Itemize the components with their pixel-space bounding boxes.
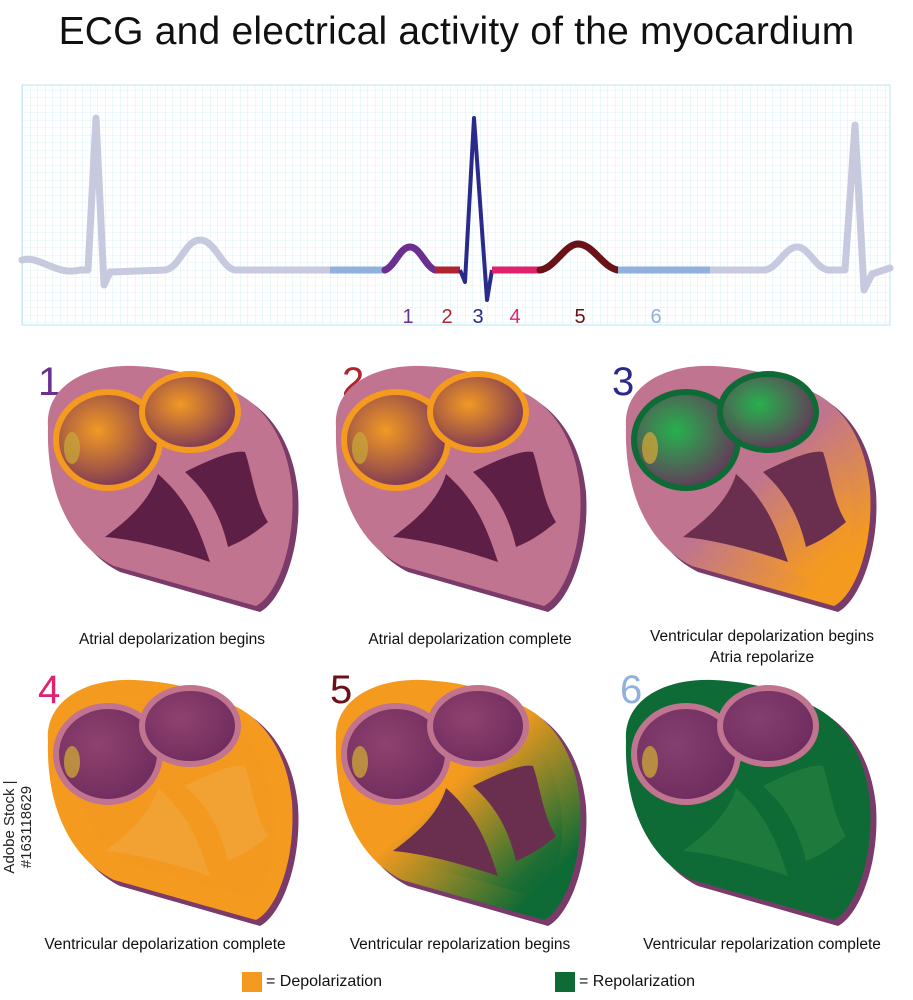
- caption-1: Atrial depolarization begins: [78, 631, 266, 648]
- ecg-strip: 1 2 3 4 5 6: [18, 84, 894, 328]
- panel-number-6: 6: [620, 668, 643, 712]
- ecg-segment-3: [458, 116, 494, 302]
- watermark-side-text: Adobe Stock | #163118629: [1, 780, 35, 874]
- right-ventricle-cavity: [763, 451, 846, 547]
- left-ventricle-cavity: [683, 788, 788, 876]
- atrium-highlight: [352, 746, 368, 778]
- heart-diagram-5: [335, 679, 587, 926]
- caption-5: Ventricular repolarization begins: [349, 936, 571, 953]
- ecg-label-5: 5: [574, 306, 585, 328]
- right-atrium: [139, 371, 241, 453]
- panel-number-5: 5: [330, 668, 353, 712]
- ecg-trace-grey: [18, 114, 334, 289]
- left-ventricle-cavity: [105, 474, 210, 562]
- atrium-highlight: [352, 432, 368, 464]
- caption-4: Ventricular depolarization complete: [44, 936, 286, 953]
- right-atrium: [717, 371, 819, 453]
- ecg-label-1: 1: [402, 306, 413, 328]
- caption-6: Ventricular repolarization complete: [643, 936, 881, 953]
- right-atrium: [139, 685, 241, 767]
- ecg-segment-5: [536, 240, 622, 274]
- ecg-segment-1: [381, 243, 439, 274]
- ecg-label-3: 3: [472, 306, 483, 328]
- right-ventricle-cavity: [185, 451, 268, 547]
- heart-diagram-3: [625, 365, 877, 612]
- right-atrium: [717, 685, 819, 767]
- atrium-highlight: [64, 432, 80, 464]
- heart-diagram-1: [47, 365, 299, 612]
- legend-depolarization-label: = Depolarization: [266, 973, 383, 990]
- caption-3: Ventricular depolarization begins Atria r…: [649, 628, 875, 666]
- atrium-highlight: [642, 746, 658, 778]
- ecg-trace-grey-right: [706, 121, 894, 294]
- ecg-label-6: 6: [650, 306, 661, 328]
- page-title: ECG and electrical activity of the myoca…: [58, 10, 855, 53]
- panel-number-1: 1: [38, 360, 61, 404]
- right-atrium: [427, 685, 529, 767]
- left-ventricle-cavity: [393, 788, 498, 876]
- panel-number-4: 4: [38, 668, 61, 712]
- right-atrium: [427, 371, 529, 453]
- right-ventricle-cavity: [763, 765, 846, 861]
- ecg-grid-paper: [22, 85, 890, 325]
- right-ventricle-cavity: [473, 765, 556, 861]
- legend-depolarization-swatch: [242, 972, 262, 992]
- heart-diagram-4: [47, 679, 299, 926]
- atrium-highlight: [64, 746, 80, 778]
- ecg-label-4: 4: [509, 306, 520, 328]
- atrium-highlight: [642, 432, 658, 464]
- legend-repolarization-label: = Repolarization: [579, 973, 696, 990]
- caption-2: Atrial depolarization complete: [368, 631, 572, 648]
- panel-number-3: 3: [612, 360, 635, 404]
- heart-diagram-2: [335, 365, 587, 612]
- legend-repolarization-swatch: [555, 972, 575, 992]
- left-ventricle-cavity: [105, 788, 210, 876]
- left-ventricle-cavity: [683, 474, 788, 562]
- left-ventricle-cavity: [393, 474, 498, 562]
- right-ventricle-cavity: [185, 765, 268, 861]
- right-ventricle-cavity: [473, 451, 556, 547]
- ecg-label-2: 2: [441, 306, 452, 328]
- heart-diagram-6: [625, 679, 877, 926]
